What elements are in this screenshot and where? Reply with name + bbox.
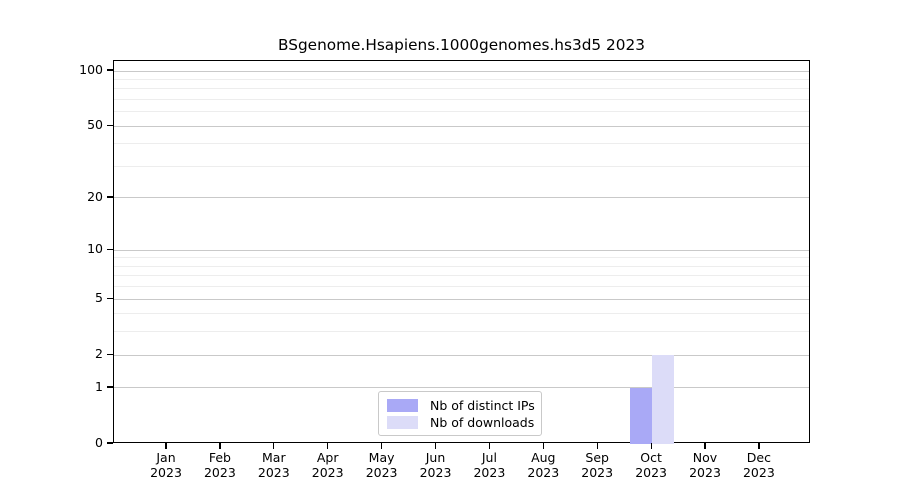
y-axis-tick: [107, 124, 113, 126]
month-label: Dec: [746, 450, 771, 465]
month-label: May: [368, 450, 395, 465]
legend-swatch-downloads: [387, 416, 418, 429]
x-axis-tick: [650, 443, 652, 449]
x-axis-tick-label: Nov 2023: [677, 450, 733, 480]
y-axis-tick-label: 50: [87, 117, 103, 133]
x-axis-tick: [488, 443, 491, 449]
major-gridline: [114, 197, 809, 199]
x-axis-tick: [381, 443, 383, 449]
legend: Nb of distinct IPs Nb of downloads: [378, 391, 542, 436]
bar-downloads: [652, 355, 674, 444]
chart-title: BSgenome.Hsapiens.1000genomes.hs3d5 2023: [278, 36, 645, 54]
x-axis-tick-label: Jun 2023: [408, 450, 464, 480]
legend-swatch-distinct-ips: [387, 399, 418, 412]
major-gridline: [114, 387, 809, 389]
x-axis-tick-label: Oct 2023: [623, 450, 679, 480]
minor-gridline: [114, 143, 809, 145]
year-label: 2023: [419, 465, 452, 480]
minor-gridline: [114, 286, 809, 288]
year-label: 2023: [581, 465, 614, 480]
y-axis-tick: [107, 386, 113, 388]
major-gridline: [114, 298, 809, 300]
x-axis-tick: [758, 443, 760, 449]
x-axis-tick-label: Sep 2023: [569, 450, 625, 480]
x-axis-tick: [434, 443, 437, 449]
minor-gridline: [114, 98, 809, 100]
y-axis-tick-label: 100: [79, 62, 103, 77]
year-label: 2023: [689, 465, 721, 480]
y-axis-tick: [107, 442, 113, 444]
y-axis-tick-label: 0: [95, 435, 103, 450]
year-label: 2023: [203, 465, 236, 480]
legend-label-distinct-ips: Nb of distinct IPs: [430, 398, 535, 413]
month-label: Apr: [316, 450, 339, 465]
x-axis-tick: [596, 443, 598, 449]
x-axis-tick: [327, 443, 329, 449]
x-axis-tick-label: Aug 2023: [515, 450, 571, 480]
major-gridline: [114, 70, 809, 72]
x-axis-tick-label: Feb 2023: [192, 450, 248, 480]
y-axis-tick-label: 2: [95, 346, 103, 362]
legend-item-downloads: Nb of downloads: [387, 415, 535, 430]
year-label: 2023: [635, 465, 667, 480]
x-axis-tick: [704, 443, 706, 449]
legend-item-distinct-ips: Nb of distinct IPs: [387, 398, 535, 413]
x-axis-tick-label: May 2023: [354, 450, 410, 480]
x-axis-tick-label: Jul 2023: [461, 450, 517, 480]
y-axis-tick-label: 20: [87, 188, 103, 204]
month-label: Aug: [531, 450, 556, 465]
year-label: 2023: [311, 465, 344, 480]
minor-gridline: [114, 88, 809, 90]
y-axis-tick-label: 10: [87, 241, 103, 257]
minor-gridline: [114, 313, 809, 315]
y-axis-tick: [107, 69, 113, 71]
x-axis-tick: [219, 443, 221, 449]
month-label: Oct: [640, 450, 662, 465]
month-label: Sep: [585, 450, 609, 465]
x-axis-tick-label: Mar 2023: [246, 450, 302, 480]
bar-distinct-ips: [630, 387, 653, 444]
legend-label-downloads: Nb of downloads: [430, 415, 535, 430]
major-gridline: [114, 125, 809, 127]
minor-gridline: [114, 111, 809, 113]
month-label: Mar: [262, 450, 286, 465]
y-axis-tick-label: 1: [95, 378, 103, 394]
minor-gridline: [114, 78, 809, 80]
x-axis-tick: [165, 443, 167, 449]
y-axis-tick-label: 5: [95, 290, 103, 306]
x-axis-tick-label: Apr 2023: [300, 450, 356, 480]
year-label: 2023: [365, 465, 398, 480]
year-label: 2023: [150, 465, 182, 480]
month-label: Nov: [692, 450, 718, 465]
year-label: 2023: [527, 465, 560, 480]
year-label: 2023: [742, 465, 775, 480]
year-label: 2023: [473, 465, 506, 480]
major-gridline: [114, 354, 809, 356]
x-axis-tick: [273, 443, 275, 449]
y-axis-tick: [107, 353, 113, 355]
y-axis-tick: [107, 297, 113, 299]
minor-gridline: [114, 257, 809, 259]
month-label: Feb: [208, 450, 231, 465]
minor-gridline: [114, 275, 809, 277]
x-axis-tick-label: Jan 2023: [138, 450, 194, 480]
y-axis-tick: [107, 196, 113, 198]
plot-area: [113, 60, 810, 444]
x-axis-tick: [542, 443, 544, 449]
year-label: 2023: [257, 465, 290, 480]
minor-gridline: [114, 165, 809, 167]
major-gridline: [114, 249, 809, 251]
x-axis-tick-label: Dec 2023: [731, 450, 787, 480]
minor-gridline: [114, 265, 809, 267]
y-axis-tick: [107, 248, 113, 250]
month-label: Jul: [481, 450, 497, 465]
month-label: Jan: [156, 450, 176, 465]
month-label: Jun: [425, 450, 446, 465]
minor-gridline: [114, 331, 809, 333]
